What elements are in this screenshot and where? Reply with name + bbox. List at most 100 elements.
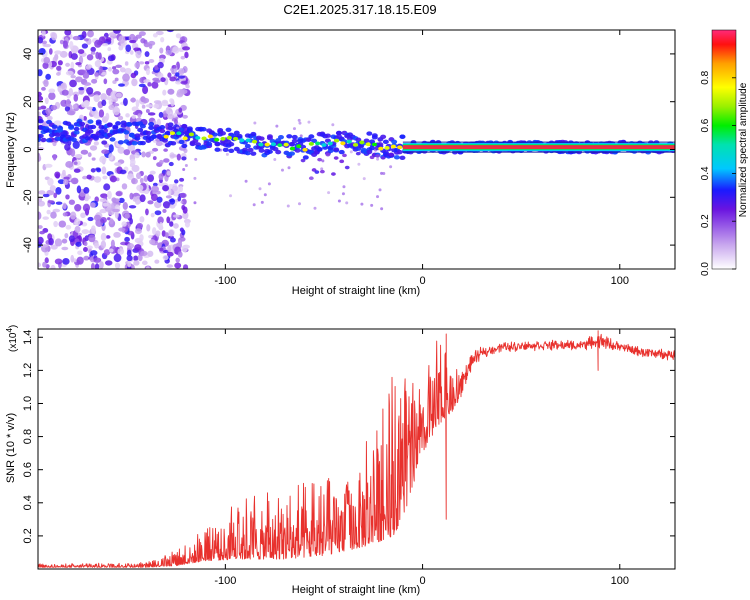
spectrogram-noise-cell xyxy=(179,192,187,199)
spectrogram-noise-cell xyxy=(38,153,41,162)
spectrogram-noise-cell xyxy=(153,100,162,104)
spectrogram-y-tick-label: 20 xyxy=(22,96,34,108)
spectrogram-noise-cell xyxy=(57,60,63,66)
spectrogram-noise-cell xyxy=(66,110,75,116)
spectrogram-noise-cell xyxy=(320,167,324,171)
spectrogram-ridge-cell xyxy=(159,128,166,134)
spectrogram-x-tick-label: -100 xyxy=(214,275,236,287)
spectrogram-noise-cell xyxy=(93,91,101,96)
snr-xlabel: Height of straight line (km) xyxy=(292,584,420,596)
spectrogram-noise-cell xyxy=(135,200,140,205)
spectrogram-ridge-cell xyxy=(214,137,220,142)
spectrogram-noise-cell xyxy=(157,72,164,79)
spectrogram-noise-cell xyxy=(102,175,108,180)
spectrogram-ridge-cell xyxy=(380,156,386,160)
spectrogram-noise-cell xyxy=(96,168,102,173)
spectrogram-noise-cell xyxy=(88,234,96,243)
spectrogram-ridge-cell xyxy=(325,152,331,157)
spectrogram-ridge-cell xyxy=(317,157,323,162)
spectrogram-ridge-cell xyxy=(228,142,235,147)
spectrogram-noise-cell xyxy=(38,47,46,55)
spectrogram-noise-cell xyxy=(130,97,137,103)
spectrogram-ridge-cell xyxy=(214,141,221,147)
spectrogram-noise-cell xyxy=(292,127,296,131)
spectrogram-noise-cell xyxy=(75,76,83,83)
spectrogram-noise-cell xyxy=(121,221,127,227)
spectrogram-y-tick-label: -40 xyxy=(22,237,34,253)
spectrogram-noise-cell xyxy=(129,158,136,166)
spectrogram-noise-cell xyxy=(90,262,95,269)
spectrogram-ridge-cell xyxy=(305,137,312,142)
spectrogram-noise-cell xyxy=(65,224,72,230)
spectrogram-noise-cell xyxy=(337,199,341,203)
spectrogram-ridge-cell xyxy=(167,122,174,127)
spectrogram-noise-cell xyxy=(145,104,153,108)
spectrogram-noise-cell xyxy=(169,154,178,158)
spectrogram-noise-cell xyxy=(167,245,172,253)
spectrogram-ridge-cell xyxy=(302,155,309,160)
spectrogram-noise-cell xyxy=(105,112,110,121)
spectrogram-noise-cell xyxy=(117,146,125,154)
snr-multiplier-base: (x10 xyxy=(8,332,19,352)
spectrogram-noise-cell xyxy=(38,91,42,97)
spectrogram-ridge-cell xyxy=(112,124,119,129)
spectrogram-noise-cell xyxy=(193,201,197,205)
spectrogram-noise-cell xyxy=(170,237,176,243)
spectrogram-noise-cell xyxy=(38,142,42,147)
spectrogram-noise-cell xyxy=(85,64,92,70)
spectrogram-noise-cell xyxy=(124,81,129,86)
spectrogram-noise-cell xyxy=(59,50,68,58)
spectrogram-ridge-cell xyxy=(371,142,378,147)
spectrogram-noise-cell xyxy=(59,39,64,45)
spectrogram-noise-cell xyxy=(126,249,132,257)
spectrogram-noise-cell xyxy=(65,98,71,107)
spectrogram-noise-cell xyxy=(41,40,48,45)
spectrogram-noise-cell xyxy=(143,79,151,84)
spectrogram-noise-cell xyxy=(158,159,164,165)
spectrogram-noise-cell xyxy=(184,221,191,228)
spectrogram-noise-cell xyxy=(43,79,49,88)
spectrogram-noise-cell xyxy=(73,161,78,166)
spectrogram-noise-cell xyxy=(95,51,100,60)
spectrogram-noise-cell xyxy=(139,234,144,242)
spectrogram-noise-cell xyxy=(133,260,140,266)
spectrogram-ridge-cell xyxy=(214,147,221,152)
spectrogram-noise-cell xyxy=(91,106,96,112)
spectrogram-noise-cell xyxy=(114,210,119,219)
spectrogram-noise-cell xyxy=(62,202,67,210)
snr-multiplier: (x104) xyxy=(5,325,19,352)
spectrogram-noise-cell xyxy=(118,45,124,51)
spectrogram-noise-cell xyxy=(105,260,113,266)
spectrogram-noise-cell xyxy=(253,121,257,125)
spectrogram-ridge-cell xyxy=(188,132,195,137)
spectrogram-ridge-cell xyxy=(291,134,298,140)
spectrogram-noise-cell xyxy=(83,82,92,86)
spectrogram-noise-cell xyxy=(39,230,46,235)
spectrogram-noise-cell xyxy=(181,156,187,161)
spectrogram-noise-cell xyxy=(63,178,69,185)
spectrogram-ridge-cell xyxy=(333,147,340,152)
spectrogram-noise-cell xyxy=(175,257,180,263)
spectrogram-noise-cell xyxy=(144,51,150,58)
colorbar-tick-label: 0.6 xyxy=(700,118,711,132)
spectrogram-ridge-cell xyxy=(244,143,251,149)
spectrogram-noise-cell xyxy=(172,185,178,192)
spectrogram-noise-cell xyxy=(76,256,84,265)
spectrogram-ridge-cell xyxy=(399,134,406,139)
spectrogram-noise-cell xyxy=(177,239,183,248)
spectrogram-noise-cell xyxy=(47,200,55,204)
spectrogram-noise-cell xyxy=(70,52,78,60)
spectrogram-noise-cell xyxy=(166,30,174,33)
spectrogram-noise-cell xyxy=(42,62,49,69)
spectrogram-noise-cell xyxy=(146,224,151,232)
spectrogram-noise-cell xyxy=(99,155,107,164)
spectrogram-noise-cell xyxy=(38,225,43,229)
spectrogram-ridge-cell xyxy=(266,149,273,154)
spectrogram-noise-cell xyxy=(76,185,82,194)
spectrogram-noise-cell xyxy=(380,171,384,175)
spectrogram-noise-cell xyxy=(165,107,171,115)
spectrogram-noise-cell xyxy=(169,204,176,209)
spectrogram-noise-cell xyxy=(38,111,41,117)
spectrogram-noise-cell xyxy=(138,61,145,65)
spectrogram-noise-cell xyxy=(162,201,171,209)
